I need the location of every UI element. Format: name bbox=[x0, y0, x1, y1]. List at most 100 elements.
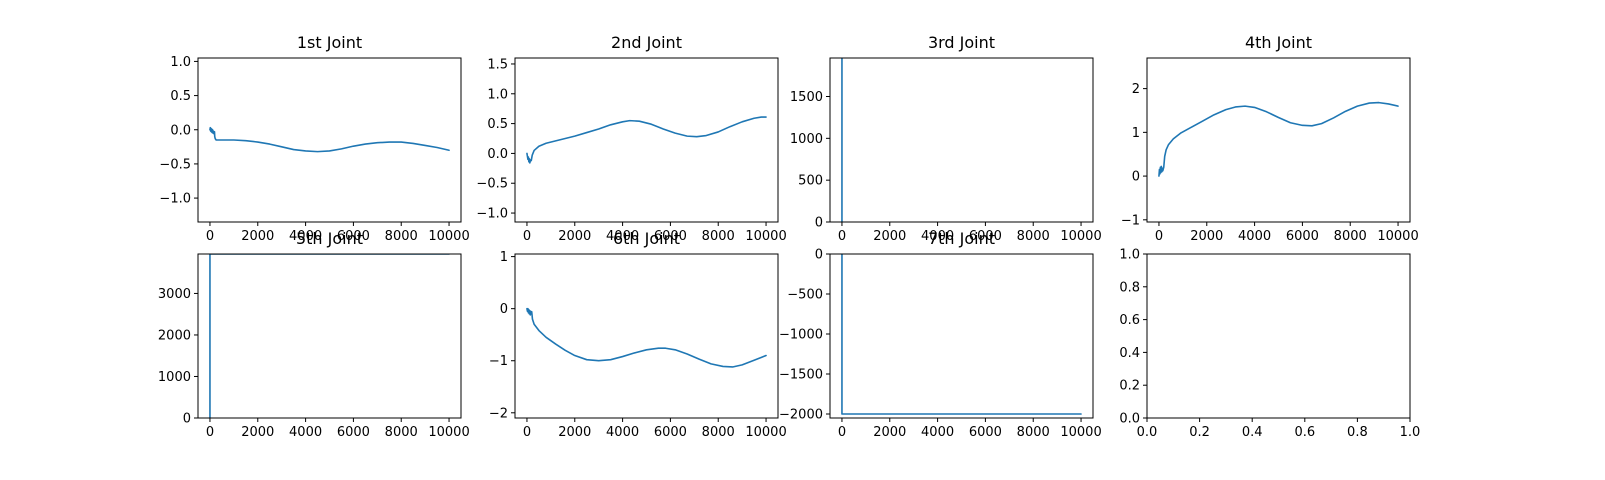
x-tick-label: 6000 bbox=[654, 425, 687, 440]
subplot-title: 4th Joint bbox=[1245, 33, 1312, 52]
x-tick-label: 6000 bbox=[1286, 229, 1319, 244]
y-tick-label: 0 bbox=[1132, 170, 1140, 185]
x-tick-label: 8000 bbox=[1017, 229, 1050, 244]
axes-frame bbox=[197, 253, 462, 419]
x-tick-label: 0 bbox=[523, 229, 531, 244]
y-tick-label: 0.5 bbox=[487, 117, 508, 132]
x-tick-label: 4000 bbox=[921, 425, 954, 440]
x-tick-label: 10000 bbox=[428, 229, 469, 244]
y-tick-label: 0.5 bbox=[170, 89, 191, 104]
subplot-2: 0 2000 4000 6000 8000 10000 −1.0 −0.5 0.0 0.5 1.0 1… bbox=[476, 33, 786, 244]
axes-frame bbox=[514, 57, 779, 223]
x-tick-label: 0 bbox=[838, 229, 846, 244]
y-tick-label: −2000 bbox=[779, 408, 823, 423]
x-tick-label: 8000 bbox=[385, 229, 418, 244]
x-tick-label: 10000 bbox=[1377, 229, 1418, 244]
x-tick-label: 4000 bbox=[1238, 229, 1271, 244]
subplot-4: 0 2000 4000 6000 8000 10000 −1 0 1 2 4th Joint bbox=[1121, 33, 1419, 244]
x-tick-label: 4000 bbox=[289, 425, 322, 440]
subplot-title: 3rd Joint bbox=[928, 33, 995, 52]
x-tick-label: 8000 bbox=[385, 425, 418, 440]
x-tick-label: 10000 bbox=[745, 229, 786, 244]
y-tick-label: 2 bbox=[1132, 82, 1140, 97]
subplot-1: 0 2000 4000 6000 8000 10000 −1.0 −0.5 0.0 0.5 1.0 1… bbox=[159, 33, 469, 244]
subplot-8: 0.0 0.2 0.4 0.6 0.8 1.0 0.0 0.2 0.4 0.6 0.8 1.0 bbox=[1119, 248, 1420, 441]
x-tick-label: 6000 bbox=[969, 425, 1002, 440]
series-line bbox=[1158, 101, 1399, 177]
x-tick-label: 6000 bbox=[654, 229, 687, 244]
x-tick-label: 1.0 bbox=[1400, 425, 1421, 440]
x-tick-label: 0.0 bbox=[1137, 425, 1158, 440]
x-tick-label: 0 bbox=[206, 229, 214, 244]
x-tick-label: 4000 bbox=[606, 229, 639, 244]
x-tick-label: 8000 bbox=[702, 425, 735, 440]
series-line bbox=[526, 307, 767, 368]
x-tick-label: 0.8 bbox=[1347, 425, 1368, 440]
x-tick-label: 0.6 bbox=[1294, 425, 1315, 440]
subplot-title: 7th Joint bbox=[928, 229, 995, 248]
y-tick-label: 1.0 bbox=[170, 55, 191, 70]
axes-frame bbox=[514, 253, 779, 419]
y-tick-label: 1500 bbox=[790, 90, 823, 105]
subplot-3: 0 2000 4000 6000 8000 10000 0 500 1000 1500 3rd Jo… bbox=[790, 33, 1102, 244]
y-tick-label: 1 bbox=[500, 250, 508, 265]
x-tick-label: 8000 bbox=[1017, 425, 1050, 440]
y-tick-label: 0 bbox=[815, 248, 823, 263]
y-tick-label: 0.2 bbox=[1119, 379, 1140, 394]
y-tick-label: 1.0 bbox=[1119, 248, 1140, 263]
series-line bbox=[526, 116, 767, 164]
y-tick-label: 0.4 bbox=[1119, 346, 1140, 361]
x-tick-label: 10000 bbox=[428, 425, 469, 440]
y-tick-label: −1.0 bbox=[159, 192, 191, 207]
x-tick-label: 0.4 bbox=[1242, 425, 1263, 440]
x-tick-label: 0.2 bbox=[1189, 425, 1210, 440]
axes-frame bbox=[1146, 253, 1411, 419]
x-tick-label: 2000 bbox=[558, 425, 591, 440]
y-tick-label: −1 bbox=[1121, 213, 1140, 228]
x-tick-label: 2000 bbox=[241, 425, 274, 440]
y-tick-label: 1000 bbox=[790, 132, 823, 147]
x-tick-label: 6000 bbox=[337, 229, 370, 244]
y-tick-label: 500 bbox=[798, 174, 823, 189]
x-tick-label: 2000 bbox=[873, 425, 906, 440]
y-tick-label: 1 bbox=[1132, 126, 1140, 141]
y-tick-label: 1.0 bbox=[487, 87, 508, 102]
subplot-title: 2nd Joint bbox=[611, 33, 682, 52]
y-tick-label: 0.0 bbox=[170, 123, 191, 138]
x-tick-label: 4000 bbox=[289, 229, 322, 244]
x-tick-label: 10000 bbox=[1060, 425, 1101, 440]
y-tick-label: 3000 bbox=[158, 287, 191, 302]
subplot-title: 6th Joint bbox=[613, 229, 680, 248]
x-tick-label: 2000 bbox=[241, 229, 274, 244]
x-tick-label: 0 bbox=[838, 425, 846, 440]
axes-frame bbox=[829, 253, 1094, 419]
y-tick-label: 2000 bbox=[158, 328, 191, 343]
y-tick-label: −0.5 bbox=[159, 157, 191, 172]
y-tick-label: −1 bbox=[489, 354, 508, 369]
series-line bbox=[209, 126, 450, 153]
x-tick-label: 6000 bbox=[337, 425, 370, 440]
x-tick-label: 0 bbox=[1155, 229, 1163, 244]
y-tick-label: 0.0 bbox=[487, 147, 508, 162]
x-tick-label: 8000 bbox=[702, 229, 735, 244]
x-tick-label: 2000 bbox=[873, 229, 906, 244]
x-tick-label: 10000 bbox=[745, 425, 786, 440]
y-tick-label: 0.6 bbox=[1119, 313, 1140, 328]
y-tick-label: −1000 bbox=[779, 328, 823, 343]
y-tick-label: −500 bbox=[787, 288, 823, 303]
x-tick-label: 4000 bbox=[606, 425, 639, 440]
y-tick-label: −0.5 bbox=[476, 177, 508, 192]
x-tick-label: 6000 bbox=[969, 229, 1002, 244]
y-tick-label: 0 bbox=[815, 216, 823, 231]
y-tick-label: −1500 bbox=[779, 368, 823, 383]
y-tick-label: 1.5 bbox=[487, 57, 508, 72]
y-tick-label: 0.0 bbox=[1119, 412, 1140, 427]
subplot-title: 1st Joint bbox=[297, 33, 362, 52]
x-tick-label: 10000 bbox=[1060, 229, 1101, 244]
x-tick-label: 2000 bbox=[558, 229, 591, 244]
y-tick-label: 1000 bbox=[158, 370, 191, 385]
x-tick-label: 0 bbox=[523, 425, 531, 440]
